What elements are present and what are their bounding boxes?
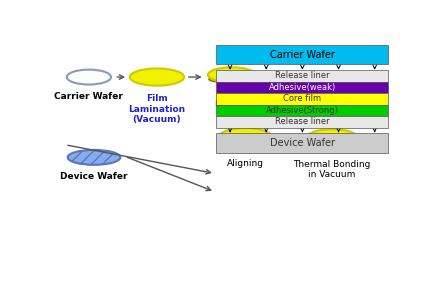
Ellipse shape (67, 150, 120, 165)
Ellipse shape (219, 128, 271, 145)
Text: Wafer
Flipping: Wafer Flipping (213, 90, 249, 109)
Text: Adhesive(Strong): Adhesive(Strong) (265, 106, 338, 115)
Bar (216, 93, 387, 105)
Text: Heating/Pressure: Heating/Pressure (293, 111, 370, 120)
Text: Core film: Core film (283, 94, 321, 103)
Bar (216, 82, 387, 93)
Text: Aligning: Aligning (226, 159, 263, 167)
Bar (216, 116, 387, 128)
Bar (216, 133, 387, 153)
Ellipse shape (219, 140, 270, 149)
Text: Release liner: Release liner (275, 72, 329, 80)
Ellipse shape (307, 140, 355, 148)
Text: Film
Lamination
(Vacuum): Film Lamination (Vacuum) (128, 94, 185, 124)
Text: Device Wafer: Device Wafer (60, 172, 127, 181)
Text: Carrier Wafer: Carrier Wafer (269, 50, 334, 60)
Text: Release liner: Release liner (275, 117, 329, 126)
Ellipse shape (307, 129, 356, 144)
Text: ↺: ↺ (224, 51, 239, 69)
Text: Carrier Wafer: Carrier Wafer (54, 92, 123, 101)
Text: Thermal Bonding
in Vacuum: Thermal Bonding in Vacuum (293, 160, 370, 179)
Text: Adhesive(weak): Adhesive(weak) (268, 83, 335, 92)
Ellipse shape (208, 67, 255, 82)
Bar (216, 105, 387, 116)
Ellipse shape (208, 76, 254, 83)
Bar (216, 45, 387, 64)
Text: Device Wafer: Device Wafer (269, 138, 334, 148)
Bar (216, 70, 387, 82)
Ellipse shape (130, 69, 184, 86)
